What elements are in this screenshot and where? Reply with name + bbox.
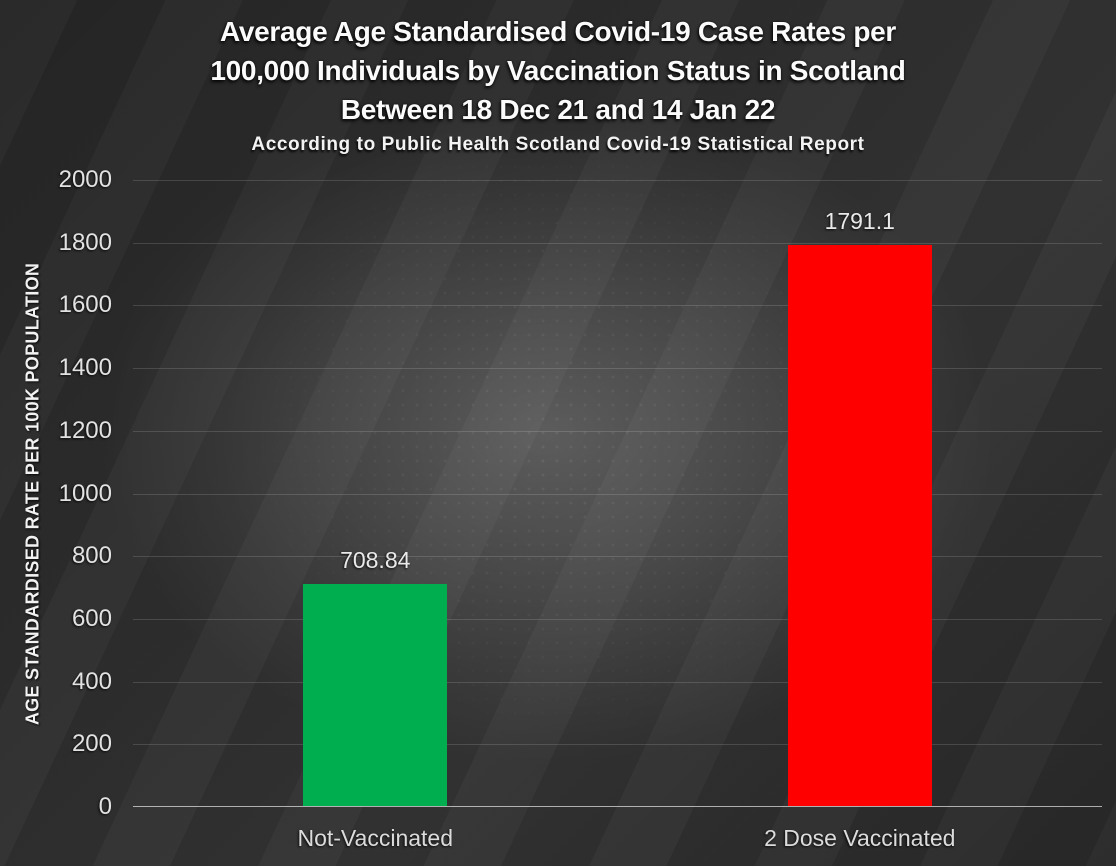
x-tick-label-2-dose-vaccinated: 2 Dose Vaccinated [764,825,956,851]
gridline-200 [133,744,1102,746]
bar-value-label-not-vaccinated: 708.84 [340,546,411,573]
gridline-2000 [133,180,1102,181]
y-tick-label-2000: 2000 [58,166,112,193]
y-tick-label-600: 600 [71,604,112,632]
y-tick-label-0: 0 [98,793,112,820]
gridline-600 [133,618,1102,620]
y-tick-label-200: 200 [71,730,112,758]
y-tick-label-1800: 1800 [58,228,112,256]
chart-title-line-1: Average Age Standardised Covid-19 Case R… [219,16,896,47]
y-tick-label-1200: 1200 [58,416,112,444]
plot-area: 708.84 1791.1 [133,180,1102,807]
chart-title-line-3: Between 18 Dec 21 and 14 Jan 22 [340,94,776,125]
y-tick-label-1000: 1000 [58,479,112,507]
y-tick-label-400: 400 [71,667,112,695]
gridline-1200 [133,430,1102,432]
gridline-1400 [133,368,1102,370]
gridline-1800 [133,242,1102,244]
chart-title-line-2: 100,000 Individuals by Vaccination Statu… [210,55,906,86]
x-axis-line [133,806,1102,807]
y-tick-label-800: 800 [71,542,112,570]
bar-2-dose-vaccinated [787,244,932,806]
gridline-400 [133,681,1102,683]
bar-value-label-2-dose-vaccinated: 1791.1 [824,207,895,234]
x-tick-label-not-vaccinated: Not-Vaccinated [297,825,454,851]
gridline-800 [133,556,1102,558]
gridline-1600 [133,305,1102,307]
chart-title-block: Average Age Standardised Covid-19 Case R… [0,12,1116,159]
gridline-1000 [133,493,1102,495]
y-tick-label-1600: 1600 [58,291,112,319]
bar-not-vaccinated [303,583,448,806]
y-tick-label-1400: 1400 [58,354,112,382]
chart-subtitle: According to Public Health Scotland Covi… [251,134,865,155]
